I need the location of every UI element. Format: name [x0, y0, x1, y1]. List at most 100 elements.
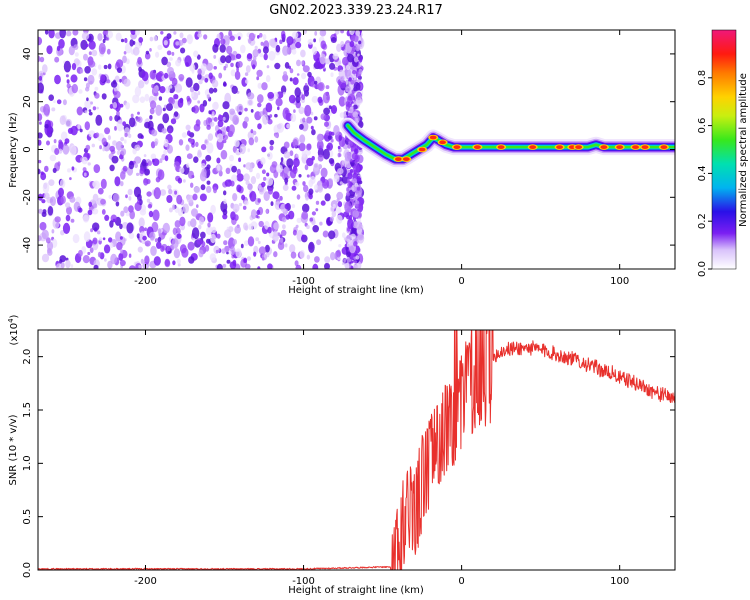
noise-dot — [250, 176, 257, 185]
noise-dot — [358, 56, 363, 63]
noise-dot — [324, 121, 329, 127]
noise-dot — [136, 233, 141, 239]
noise-dot — [352, 70, 357, 75]
noise-dot — [299, 134, 306, 144]
noise-dot — [39, 121, 42, 125]
noise-dot — [346, 258, 350, 264]
noise-dot — [38, 75, 43, 81]
noise-dot — [286, 158, 294, 168]
noise-dot — [269, 139, 275, 146]
noise-dot — [153, 187, 161, 200]
noise-dot — [206, 142, 214, 154]
noise-dot — [185, 124, 191, 131]
noise-dot — [284, 177, 289, 184]
noise-dot — [223, 81, 227, 87]
ridge-blob — [616, 145, 624, 150]
noise-dot — [177, 263, 181, 267]
noise-dot — [216, 157, 221, 164]
noise-dot — [204, 244, 210, 252]
noise-dot — [306, 157, 314, 167]
noise-dot — [91, 68, 98, 76]
noise-dot — [218, 72, 223, 79]
noise-dot — [291, 31, 299, 39]
noise-dot — [230, 62, 234, 68]
noise-dot — [38, 113, 43, 121]
noise-dot — [222, 139, 227, 144]
noise-dot — [109, 145, 115, 152]
noise-dot — [102, 237, 106, 241]
noise-dot — [234, 225, 241, 234]
noise-dot — [146, 198, 151, 203]
noise-dot — [58, 187, 64, 197]
noise-dot — [319, 221, 323, 226]
noise-dot — [244, 263, 251, 269]
noise-dot — [191, 227, 200, 240]
noise-dot — [300, 107, 303, 111]
noise-dot — [274, 62, 281, 70]
noise-dot — [352, 221, 360, 229]
noise-dot — [169, 57, 173, 61]
noise-dot — [277, 106, 280, 111]
noise-dot — [55, 263, 63, 269]
noise-dot — [296, 194, 301, 200]
noise-dot — [224, 179, 232, 187]
noise-dot — [352, 104, 358, 110]
noise-dot — [53, 100, 56, 104]
noise-dot — [116, 150, 121, 155]
noise-dot — [353, 241, 358, 247]
noise-dot — [197, 100, 201, 104]
noise-dot — [42, 64, 48, 74]
noise-dot — [71, 63, 77, 71]
noise-dot — [54, 216, 61, 223]
noise-dot — [281, 216, 287, 223]
noise-dot — [200, 231, 206, 239]
noise-dot — [353, 56, 359, 63]
noise-dot — [149, 100, 157, 110]
noise-dot — [347, 53, 354, 63]
noise-dot — [353, 86, 358, 92]
noise-dot — [123, 206, 129, 214]
noise-dot — [211, 226, 217, 234]
noise-dot — [179, 32, 184, 39]
noise-dot — [241, 194, 246, 201]
noise-dot — [210, 204, 216, 215]
noise-dot — [290, 251, 297, 259]
noise-dot — [342, 56, 349, 66]
noise-dot — [170, 118, 177, 125]
noise-dot — [320, 113, 326, 120]
noise-dot — [124, 38, 128, 44]
noise-dot — [330, 252, 336, 261]
noise-dot — [47, 206, 54, 216]
noise-dot — [345, 192, 350, 197]
noise-dot — [88, 109, 92, 112]
noise-dot — [207, 212, 214, 223]
noise-dot — [171, 51, 175, 56]
noise-scatter — [38, 30, 365, 269]
noise-dot — [259, 53, 264, 58]
y-tick-label: -40 — [22, 237, 33, 253]
noise-dot — [217, 120, 224, 128]
noise-dot — [341, 160, 345, 166]
noise-dot — [157, 228, 162, 234]
noise-dot — [65, 74, 69, 78]
noise-dot — [167, 128, 173, 134]
noise-dot — [257, 35, 260, 39]
noise-dot — [113, 90, 121, 99]
noise-dot — [213, 186, 217, 194]
noise-dot — [253, 251, 257, 257]
noise-dot — [257, 123, 262, 130]
noise-dot — [267, 118, 273, 125]
noise-dot — [282, 224, 286, 230]
noise-dot — [347, 101, 351, 108]
noise-dot — [232, 193, 238, 202]
noise-dot — [137, 111, 140, 115]
noise-dot — [347, 95, 353, 103]
noise-dot — [269, 145, 274, 151]
noise-dot — [166, 103, 173, 111]
noise-dot — [257, 266, 261, 269]
colorbar-tick-label: 0.2 — [697, 213, 708, 229]
noise-dot — [143, 154, 147, 158]
noise-dot — [346, 111, 349, 116]
noise-dot — [155, 104, 163, 116]
noise-dot — [168, 188, 173, 195]
